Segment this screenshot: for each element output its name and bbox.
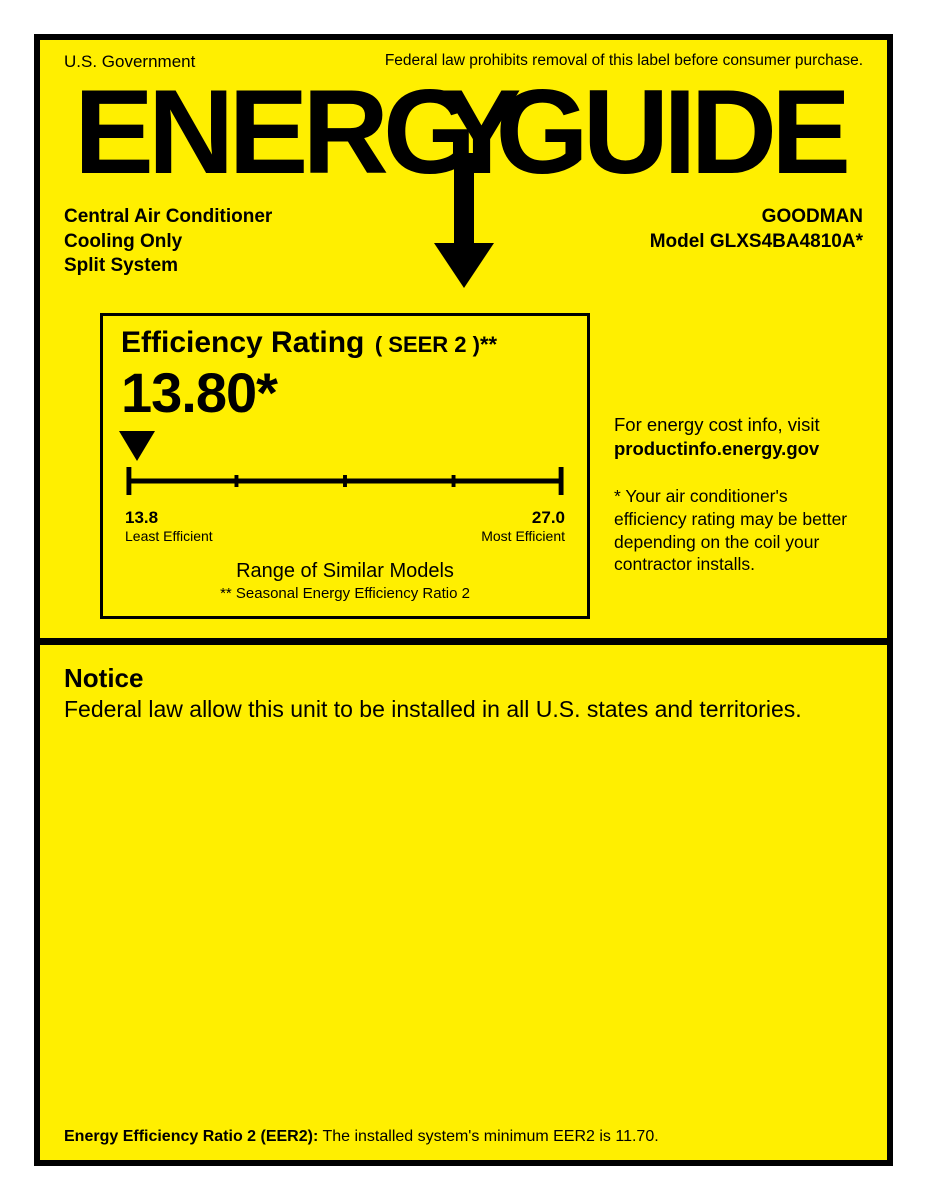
cost-info: For energy cost info, visit productinfo.… — [614, 413, 863, 461]
scale-pointer-icon — [119, 431, 155, 463]
product-line-2: Cooling Only — [64, 230, 272, 255]
notice-text: Federal law allow this unit to be instal… — [64, 696, 863, 723]
rating-row: Efficiency Rating ( SEER 2 )** 13.80* — [64, 313, 863, 619]
product-type: Central Air Conditioner Cooling Only Spl… — [64, 205, 272, 279]
scale-endpoints: 13.8 27.0 — [125, 508, 565, 528]
scale-labels: Least Efficient Most Efficient — [125, 528, 565, 544]
eer-footer: Energy Efficiency Ratio 2 (EER2): The in… — [64, 1128, 659, 1146]
top-section: U.S. Government Federal law prohibits re… — [40, 40, 887, 645]
energy-guide-label: U.S. Government Federal law prohibits re… — [34, 34, 893, 1166]
cost-info-line1: For energy cost info, visit — [614, 413, 863, 437]
efficiency-scale: 13.8 27.0 Least Efficient Most Efficient — [121, 463, 569, 544]
scale-axis — [125, 463, 565, 499]
bottom-section: Notice Federal law allow this unit to be… — [40, 645, 887, 1160]
efficiency-disclaimer: * Your air conditioner's efficiency rati… — [614, 485, 863, 576]
scale-min-label: Least Efficient — [125, 528, 213, 544]
scale-max-value: 27.0 — [532, 508, 565, 528]
rating-value: 13.80* — [121, 360, 569, 425]
product-brand-model: GOODMAN Model GLXS4BA4810A* — [650, 205, 863, 279]
rating-side-info: For energy cost info, visit productinfo.… — [614, 313, 863, 619]
product-line-3: Split System — [64, 254, 272, 279]
eer-text: The installed system's minimum EER2 is 1… — [318, 1128, 658, 1145]
rating-title: Efficiency Rating — [121, 326, 364, 359]
range-note: ** Seasonal Energy Efficiency Ratio 2 — [121, 585, 569, 602]
svg-text:GUIDE: GUIDE — [495, 68, 847, 199]
range-text: Range of Similar Models — [121, 560, 569, 583]
model: Model GLXS4BA4810A* — [650, 230, 863, 255]
rating-box: Efficiency Rating ( SEER 2 )** 13.80* — [100, 313, 590, 619]
scale-min-value: 13.8 — [125, 508, 158, 528]
svg-text:ENERG: ENERG — [74, 68, 470, 199]
arrow-down-icon — [429, 153, 499, 293]
rating-subtitle: ( SEER 2 )** — [375, 332, 497, 357]
eer-label: Energy Efficiency Ratio 2 (EER2): — [64, 1128, 318, 1145]
scale-max-label: Most Efficient — [481, 528, 565, 544]
energyguide-logo: ENERG GUIDE Y — [64, 68, 863, 213]
rating-heading: Efficiency Rating ( SEER 2 )** — [121, 326, 569, 360]
notice-title: Notice — [64, 663, 863, 694]
cost-info-url: productinfo.energy.gov — [614, 437, 863, 461]
